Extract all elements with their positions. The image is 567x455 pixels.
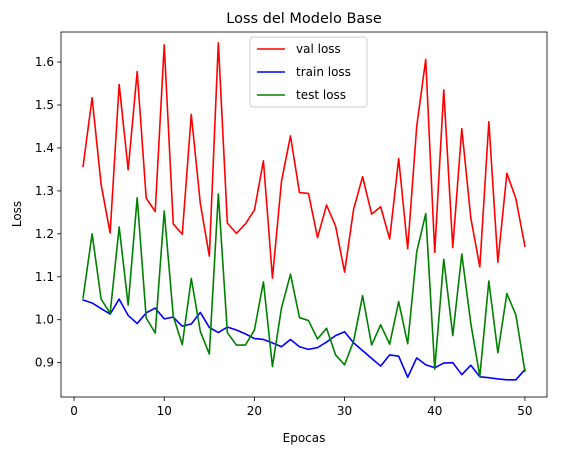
x-axis: 0 10 20 30 40 50 [70, 397, 533, 418]
x-axis-title: Epocas [283, 431, 326, 445]
x-tick-label: 50 [517, 404, 532, 418]
series-layer [82, 41, 527, 381]
plot-frame [60, 31, 548, 398]
chart-title: Loss del Modelo Base [226, 11, 382, 27]
y-tick-label: 1.3 [35, 184, 54, 198]
y-tick-label: 0.9 [35, 356, 54, 370]
x-tick-label: 0 [70, 404, 78, 418]
legend: val loss train loss test loss [249, 36, 368, 108]
x-tick-label: 20 [247, 404, 262, 418]
y-axis-title: Loss [10, 201, 24, 227]
x-tick-label: 30 [337, 404, 352, 418]
y-tick-label: 1.5 [35, 98, 54, 112]
legend-label-train-loss: train loss [296, 65, 351, 79]
y-tick-label: 1.4 [35, 141, 54, 155]
x-tick-label: 40 [427, 404, 442, 418]
y-tick-label: 1.2 [35, 227, 54, 241]
legend-box [249, 36, 368, 108]
y-tick-label: 1.6 [35, 55, 54, 69]
y-tick-label: 1.0 [35, 313, 54, 327]
legend-label-test-loss: test loss [296, 88, 346, 102]
y-axis: 0.9 1.0 1.1 1.2 1.3 1.4 1.5 1.6 [35, 55, 61, 370]
x-tick-label: 10 [157, 404, 172, 418]
legend-label-val-loss: val loss [296, 42, 341, 56]
series-line-val-loss [82, 41, 526, 279]
y-tick-label: 1.1 [35, 270, 54, 284]
series-line-test-loss [82, 193, 526, 378]
plot-area [60, 31, 548, 398]
